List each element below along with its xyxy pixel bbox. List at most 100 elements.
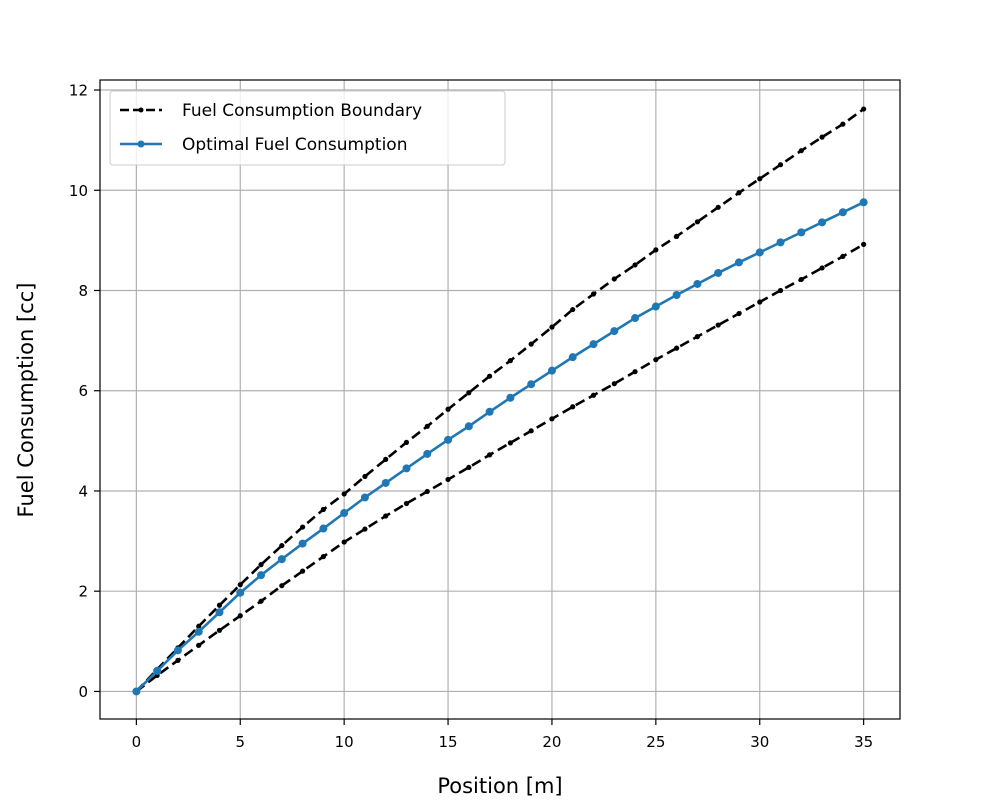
data-point-optimal <box>672 291 681 299</box>
series-line-optimal <box>135 201 865 693</box>
data-point-optimal <box>423 449 432 458</box>
data-point-boundary-lower <box>445 476 451 483</box>
grid <box>100 80 900 719</box>
data-point-boundary-lower <box>736 310 742 317</box>
data-point-boundary-upper <box>320 506 326 513</box>
data-point-optimal <box>589 340 598 349</box>
data-point-optimal <box>194 627 203 636</box>
series-boundary-upper <box>133 106 867 695</box>
data-point-boundary-upper <box>300 524 306 530</box>
data-point-boundary-lower <box>632 369 638 375</box>
data-point-boundary-lower <box>403 500 410 507</box>
y-tick-label: 8 <box>78 282 88 300</box>
data-point-boundary-lower <box>362 526 368 532</box>
data-point-optimal <box>693 279 702 288</box>
data-point-boundary-upper <box>487 373 493 379</box>
data-point-boundary-upper <box>798 148 804 154</box>
data-point-optimal <box>257 571 266 580</box>
data-point-boundary-lower <box>653 357 659 363</box>
data-point-optimal <box>797 228 806 237</box>
legend-marker-boundary <box>138 107 144 113</box>
data-point-boundary-lower <box>861 241 867 247</box>
data-point-optimal <box>568 353 577 362</box>
data-point-optimal <box>277 555 286 564</box>
data-point-boundary-upper <box>674 233 680 239</box>
data-point-boundary-upper <box>611 276 617 282</box>
y-tick-label: 12 <box>69 82 88 100</box>
data-point-boundary-upper <box>590 291 597 297</box>
data-point-boundary-upper <box>861 106 867 112</box>
data-point-boundary-lower <box>175 657 181 663</box>
y-tick-label: 4 <box>78 482 88 500</box>
data-point-optimal <box>506 393 515 402</box>
data-point-boundary-lower <box>611 381 617 387</box>
data-point-boundary-lower <box>798 276 804 283</box>
y-tick-label: 2 <box>78 583 88 601</box>
data-point-optimal <box>132 687 141 696</box>
x-tick-label: 15 <box>439 733 458 751</box>
data-point-boundary-upper <box>840 121 846 127</box>
data-point-boundary-lower <box>840 253 846 260</box>
data-point-optimal <box>340 509 349 518</box>
data-point-optimal <box>527 380 536 389</box>
data-point-boundary-lower <box>694 334 701 340</box>
data-point-boundary-lower <box>237 613 243 619</box>
data-point-optimal <box>818 218 827 227</box>
data-point-optimal <box>610 327 619 336</box>
data-point-boundary-upper <box>694 219 701 225</box>
data-point-boundary-upper <box>341 491 347 497</box>
data-point-boundary-lower <box>466 464 472 471</box>
data-point-boundary-upper <box>653 247 659 253</box>
data-point-boundary-lower <box>216 627 223 633</box>
series-line-boundary-lower <box>135 243 865 693</box>
x-tick-label: 20 <box>542 733 561 751</box>
data-point-boundary-upper <box>279 542 285 549</box>
data-point-optimal <box>859 198 868 207</box>
data-point-boundary-lower <box>258 598 264 604</box>
x-tick-label: 35 <box>854 733 873 751</box>
data-point-boundary-upper <box>196 623 202 629</box>
data-point-optimal <box>444 435 453 444</box>
data-point-boundary-lower <box>279 583 285 589</box>
series-optimal <box>132 198 868 696</box>
legend-marker-optimal <box>137 140 145 148</box>
data-point-boundary-lower <box>320 554 326 560</box>
legend-label-boundary: Fuel Consumption Boundary <box>182 101 422 121</box>
data-point-boundary-upper <box>715 204 721 210</box>
data-point-boundary-upper <box>757 176 763 182</box>
legend-frame <box>109 90 506 166</box>
y-tick-label: 6 <box>78 382 88 400</box>
data-point-boundary-upper <box>258 562 264 568</box>
data-point-optimal <box>215 608 224 617</box>
data-point-optimal <box>402 464 411 473</box>
data-point-optimal <box>714 268 723 277</box>
data-point-boundary-upper <box>403 439 410 445</box>
data-point-optimal <box>631 314 640 323</box>
data-point-optimal <box>173 646 182 655</box>
data-point-boundary-upper <box>736 190 742 196</box>
data-point-optimal <box>776 238 785 247</box>
series-boundary-lower <box>133 241 867 695</box>
data-point-boundary-lower <box>300 568 306 574</box>
data-point-boundary-upper <box>383 456 389 462</box>
data-point-boundary-upper <box>507 358 513 364</box>
x-tick-label: 10 <box>335 733 354 751</box>
x-tick-label: 25 <box>646 733 665 751</box>
data-point-optimal <box>734 258 743 267</box>
y-tick-label: 10 <box>69 182 88 200</box>
y-axis-title: Fuel Consumption [cc] <box>14 283 38 518</box>
data-point-optimal <box>298 539 307 548</box>
plot-frame <box>99 79 901 720</box>
data-point-boundary-upper <box>466 390 472 396</box>
data-point-boundary-lower <box>196 642 202 648</box>
data-point-optimal <box>153 666 162 675</box>
data-point-boundary-upper <box>777 162 784 168</box>
x-tick-label: 0 <box>132 733 142 751</box>
x-axis-title: Position [m] <box>437 774 562 798</box>
series-layer <box>132 106 868 696</box>
data-point-boundary-upper <box>632 262 638 268</box>
data-point-optimal <box>485 407 494 416</box>
data-point-boundary-lower <box>549 416 555 422</box>
data-point-boundary-lower <box>674 345 680 351</box>
